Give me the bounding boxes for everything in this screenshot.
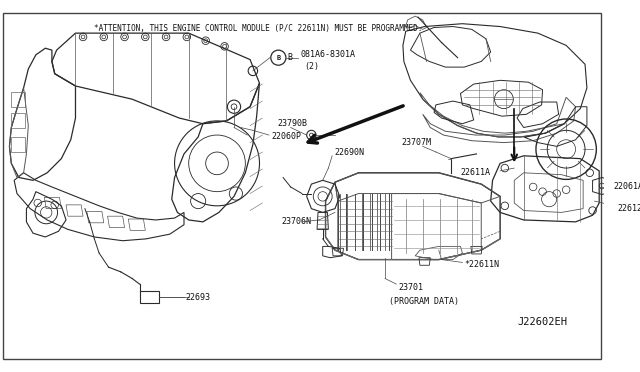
Text: 22693: 22693 xyxy=(185,293,210,302)
Text: 23790B: 23790B xyxy=(277,119,307,128)
Text: 22060P: 22060P xyxy=(272,132,301,141)
Text: B: B xyxy=(276,55,280,61)
Text: 22061A: 22061A xyxy=(613,182,640,192)
Text: (2): (2) xyxy=(304,62,319,71)
Text: (PROGRAM DATA): (PROGRAM DATA) xyxy=(388,296,459,306)
Text: 23707M: 23707M xyxy=(401,138,431,147)
Text: J22602EH: J22602EH xyxy=(517,317,567,327)
Text: 22690N: 22690N xyxy=(334,148,364,157)
Text: 22612: 22612 xyxy=(617,204,640,213)
Text: 23706N: 23706N xyxy=(281,217,311,226)
Text: *ATTENTION, THIS ENGINE CONTROL MODULE (P/C 22611N) MUST BE PROGRAMMED.: *ATTENTION, THIS ENGINE CONTROL MODULE (… xyxy=(94,24,423,33)
Text: B: B xyxy=(288,53,292,62)
Text: 22611A: 22611A xyxy=(460,168,490,177)
Text: 23701: 23701 xyxy=(398,283,423,292)
Text: *22611N: *22611N xyxy=(464,260,499,269)
Text: 081A6-8301A: 081A6-8301A xyxy=(300,50,355,60)
